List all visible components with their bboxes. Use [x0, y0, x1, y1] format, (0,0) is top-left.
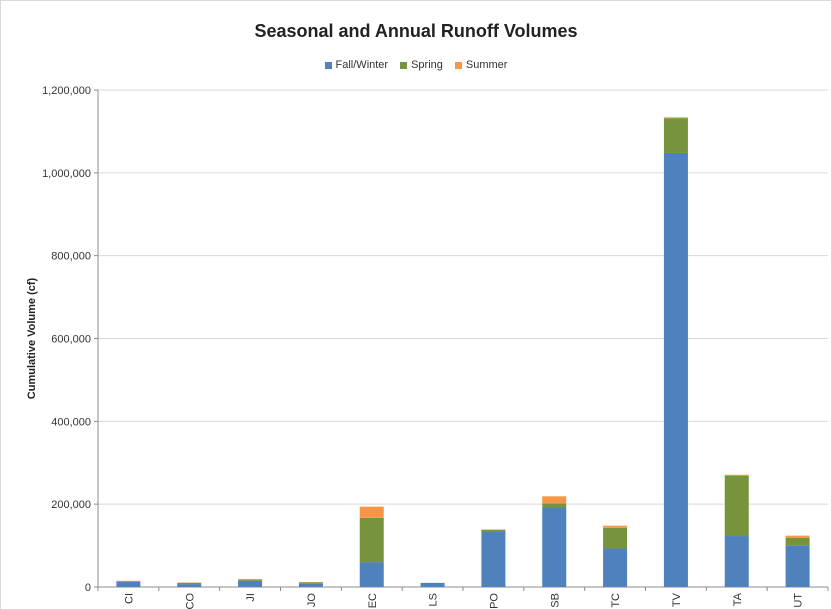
bar-spring-jo [298, 582, 323, 584]
legend-swatch-summer [454, 61, 462, 69]
legend-label-fall-winter: Fall/Winter [335, 59, 389, 71]
bar-spring-ji [238, 579, 263, 581]
bar-summer-ec [359, 506, 384, 518]
bar-fall-winter-ji [238, 580, 263, 587]
bar-spring-sb [542, 503, 567, 508]
bar-summer-tv [663, 117, 688, 119]
bar-fall-winter-tv [663, 152, 688, 587]
legend-swatch-fall-winter [324, 61, 332, 69]
bar-spring-co [177, 582, 202, 585]
bar-fall-winter-ec [359, 562, 384, 587]
legend-item-fall-winter: Fall/Winter [324, 59, 389, 71]
y-tick-label: 0 [85, 582, 91, 594]
bar-spring-ec [359, 517, 384, 563]
bar-fall-winter-jo [298, 583, 323, 587]
bar-spring-ci [116, 581, 141, 583]
y-tick-label: 1,000,000 [42, 168, 91, 180]
bar-spring-tc [603, 527, 628, 549]
bar-summer-ta [724, 474, 749, 477]
bar-summer-sb [542, 496, 567, 504]
bar-spring-ut [785, 537, 810, 546]
y-tick-label: 200,000 [51, 499, 91, 511]
legend-item-summer: Summer [454, 59, 508, 71]
chart-title: Seasonal and Annual Runoff Volumes [254, 21, 578, 41]
x-tick-label: TA [732, 592, 744, 606]
chart-legend: Fall/Winter Spring Summer [0, 59, 832, 71]
legend-swatch-spring [400, 61, 408, 69]
bar-summer-tc [603, 525, 628, 528]
bar-spring-po [481, 529, 506, 532]
x-tick-label: CO [184, 593, 196, 610]
x-tick-label: EC [367, 593, 379, 608]
legend-label-spring: Spring [411, 59, 443, 71]
x-tick-label: JO [306, 593, 318, 608]
bar-fall-winter-ut [785, 545, 810, 587]
legend-item-spring: Spring [400, 59, 443, 71]
x-tick-label: PO [488, 593, 500, 609]
x-tick-label: JI [245, 593, 257, 602]
x-tick-label: CI [123, 593, 135, 604]
bar-fall-winter-ta [724, 536, 749, 587]
y-axis-title: Cumulative Volume (cf) [26, 277, 38, 399]
bar-fall-winter-tc [603, 548, 628, 587]
y-tick-label: 800,000 [51, 251, 91, 263]
x-tick-label: UT [793, 593, 805, 608]
legend-label-summer: Summer [465, 59, 508, 71]
bar-fall-winter-ci [116, 582, 141, 587]
x-tick-label: LS [428, 593, 440, 606]
bar-fall-winter-po [481, 531, 506, 587]
x-tick-label: SB [549, 593, 561, 608]
bar-fall-winter-co [177, 584, 202, 587]
y-tick-label: 400,000 [51, 416, 91, 428]
bar-summer-ut [785, 535, 810, 538]
y-tick-label: 1,200,000 [42, 85, 91, 97]
x-tick-label: TV [671, 592, 683, 607]
bar-fall-winter-sb [542, 507, 567, 587]
bar-spring-ta [724, 476, 749, 537]
x-tick-label: TC [610, 593, 622, 608]
bar-fall-winter-ls [420, 582, 445, 587]
y-tick-label: 600,000 [51, 334, 91, 346]
bar-spring-tv [663, 118, 688, 153]
